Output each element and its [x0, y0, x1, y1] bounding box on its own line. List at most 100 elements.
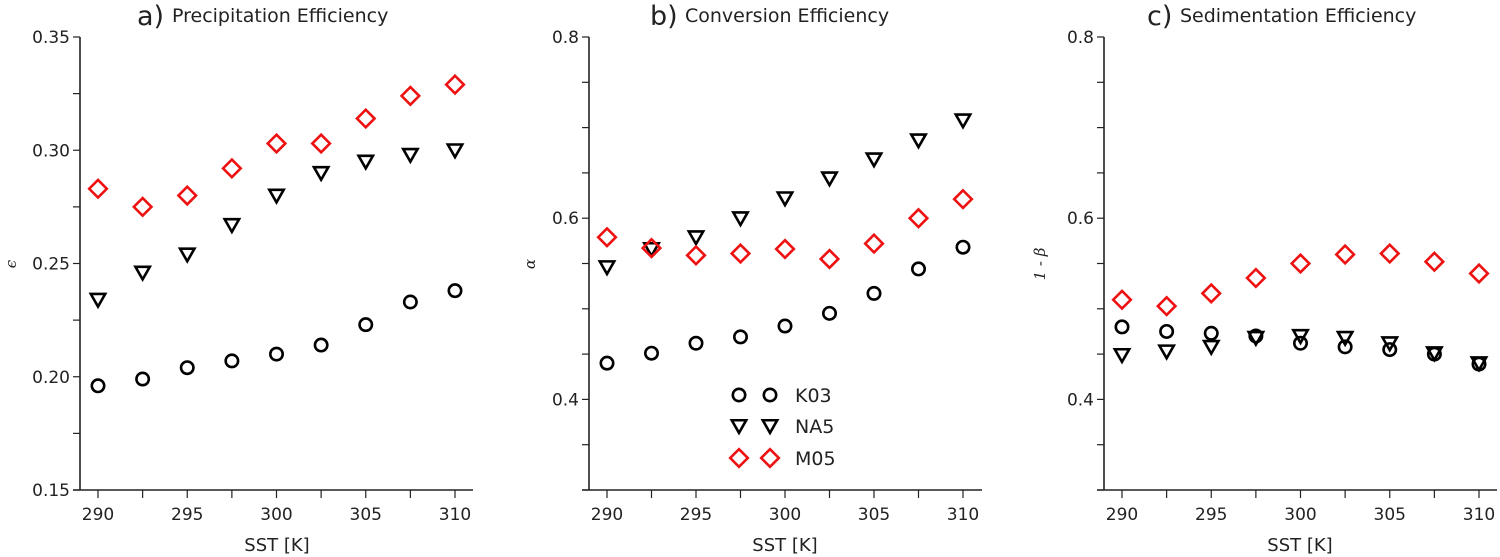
data-point-m05 — [444, 73, 466, 96]
data-point-m05 — [1423, 251, 1446, 273]
y-tick-label: 0.8 — [552, 28, 579, 48]
series-na5 — [1112, 328, 1489, 373]
y-tick-label: 0.25 — [32, 255, 70, 275]
y-tick-label: 0.35 — [32, 28, 70, 48]
legend-markers-na5 — [729, 418, 780, 436]
data-point-na5 — [267, 188, 286, 206]
panel-b-conversion-efficiency: b) Conversion Efficiency SST [K] α 0.40.… — [521, 1, 982, 556]
data-point-na5 — [1157, 344, 1177, 361]
data-point-m05 — [729, 242, 752, 265]
data-point-m05 — [1245, 267, 1267, 289]
data-point-na5 — [1112, 347, 1132, 365]
data-point-k03 — [447, 283, 463, 299]
data-point-k03 — [777, 318, 793, 334]
data-point-na5 — [909, 133, 928, 150]
data-point-na5 — [400, 147, 420, 165]
circle-marker-icon — [731, 387, 747, 403]
legend-entry-na5: NA5 — [729, 416, 834, 438]
series-na5 — [88, 143, 465, 310]
data-point-m05 — [1468, 262, 1490, 285]
data-point-na5 — [311, 165, 331, 183]
y-tick-label: 0.20 — [32, 368, 70, 388]
data-point-na5 — [222, 217, 242, 235]
data-point-na5 — [864, 152, 884, 169]
data-point-k03 — [90, 378, 106, 394]
data-point-na5 — [731, 211, 750, 228]
legend-markers-k03 — [731, 387, 778, 403]
x-tick-label: 290 — [591, 505, 623, 525]
data-point-na5 — [356, 154, 376, 172]
data-point-k03 — [643, 345, 659, 361]
data-point-na5 — [1201, 339, 1221, 357]
series-m05 — [1111, 242, 1490, 317]
y-tick-label: 0.30 — [32, 141, 70, 161]
y-tick-label: 0.6 — [1067, 209, 1094, 229]
data-point-k03 — [268, 346, 284, 362]
data-point-na5 — [686, 230, 706, 247]
x-tick-label: 295 — [171, 505, 203, 525]
legend-label-na5: NA5 — [795, 416, 834, 438]
data-point-m05 — [265, 132, 288, 155]
data-point-k03 — [224, 353, 240, 369]
legend-markers-m05 — [728, 447, 781, 469]
panel-c-marks — [1111, 242, 1490, 373]
panel-b-ylabel: α — [521, 259, 539, 269]
panel-a-axes: 0.15 0.20 0.25 0.30 0.35 290 295 300 305 310 — [32, 28, 473, 525]
x-tick-label: 310 — [947, 505, 979, 525]
diamond-marker-icon — [728, 447, 750, 469]
panel-c-ylabel: 1 - β — [1031, 247, 1049, 280]
data-point-m05 — [355, 107, 377, 130]
triangle-marker-icon — [729, 418, 749, 436]
data-point-m05 — [818, 248, 841, 270]
x-tick-label: 305 — [1374, 505, 1406, 525]
data-point-k03 — [313, 337, 329, 353]
data-point-m05 — [310, 132, 332, 155]
data-point-m05 — [640, 237, 663, 259]
legend-label-m05: M05 — [795, 448, 836, 470]
panel-c-axes: 0.4 0.6 0.8 290 295 300 305 310 — [1067, 28, 1497, 525]
data-point-k03 — [1337, 339, 1353, 355]
data-point-m05 — [87, 178, 109, 200]
data-point-m05 — [863, 232, 885, 255]
diamond-marker-icon — [759, 447, 781, 469]
data-point-na5 — [133, 265, 153, 283]
x-tick-label: 305 — [350, 505, 382, 525]
data-point-m05 — [1200, 282, 1222, 305]
panel-b-axes: 0.4 0.6 0.8 290 295 300 305 310 — [552, 28, 982, 525]
data-point-m05 — [399, 85, 422, 107]
y-tick-label: 0.15 — [32, 481, 70, 501]
x-tick-label: 295 — [680, 505, 712, 525]
data-point-m05 — [952, 188, 974, 210]
data-point-k03 — [910, 261, 926, 277]
data-point-k03 — [1293, 335, 1309, 351]
data-point-k03 — [179, 360, 195, 376]
data-point-m05 — [176, 184, 198, 207]
x-tick-label: 310 — [1463, 505, 1495, 525]
data-point-na5 — [177, 247, 197, 264]
data-point-na5 — [953, 113, 973, 130]
x-tick-label: 305 — [858, 505, 890, 525]
series-k03 — [90, 283, 463, 394]
triangle-marker-icon — [760, 418, 780, 436]
data-point-k03 — [135, 371, 151, 387]
legend-entry-m05: M05 — [728, 447, 836, 470]
data-point-na5 — [1424, 346, 1444, 363]
data-point-na5 — [1246, 330, 1266, 348]
data-point-k03 — [1382, 342, 1398, 358]
panel-b-letter: b) — [650, 1, 678, 32]
data-point-na5 — [1380, 336, 1400, 353]
data-point-na5 — [1469, 356, 1489, 373]
y-tick-label: 0.8 — [1067, 28, 1094, 48]
data-point-m05 — [596, 226, 618, 248]
data-point-k03 — [1203, 325, 1219, 341]
data-point-na5 — [88, 292, 108, 310]
data-point-k03 — [688, 335, 704, 351]
panel-a-xlabel: SST [K] — [244, 535, 309, 556]
data-point-k03 — [1114, 319, 1130, 335]
series-na5 — [597, 113, 973, 277]
panel-a-letter: a) — [137, 1, 164, 32]
data-point-k03 — [866, 285, 882, 301]
data-point-na5 — [1291, 328, 1310, 346]
data-point-na5 — [597, 260, 617, 277]
